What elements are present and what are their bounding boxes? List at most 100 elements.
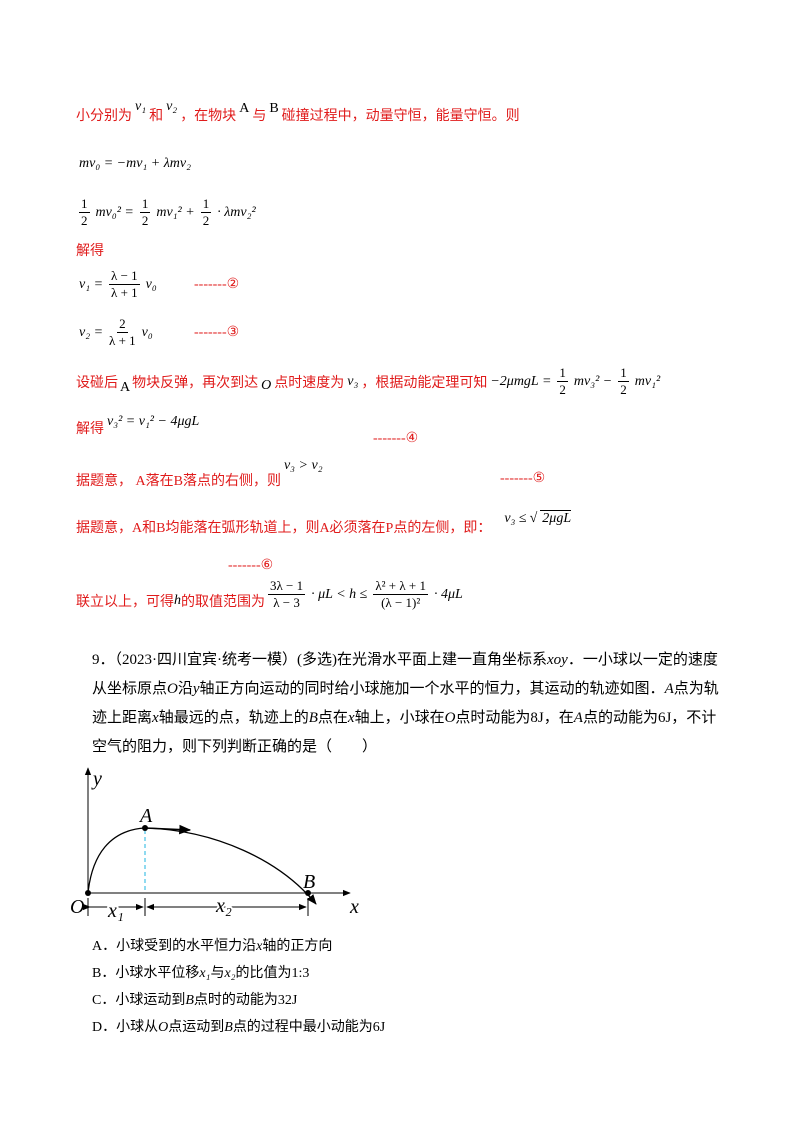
- element: 据题意， A落在B落点的右侧，则 v₃ > v₂ -------⑤: [76, 458, 545, 490]
- text: -------④: [373, 431, 419, 446]
- element: (多选)在光滑水平面上建一直角坐标系xoy．一小球以一定的速度从坐标原点O沿y轴…: [92, 652, 719, 755]
- option: A．小球受到的水平恒力沿x轴的正方向: [92, 935, 332, 955]
- text: -------②: [194, 277, 240, 292]
- element: 1: [618, 365, 629, 382]
- text: O: [167, 681, 178, 697]
- option: B．小球水平位移x₁与x₂的比值为1:3: [92, 962, 309, 982]
- text: v₂ =: [79, 324, 104, 340]
- text: 与: [252, 109, 267, 124]
- text: x₁: [199, 966, 211, 981]
- text: 和: [149, 109, 164, 124]
- text: B: [303, 871, 315, 893]
- text: y: [192, 681, 200, 697]
- text: v₀: [141, 324, 153, 340]
- text: 沿: [177, 681, 193, 697]
- text: 点为轨迹上距离: [92, 681, 719, 726]
- text: v₃ > v₂: [283, 458, 323, 473]
- text: A: [239, 101, 250, 116]
- text: v₂: [166, 99, 178, 114]
- text: B．小球水平位移: [92, 966, 200, 981]
- text: 物块反弹，再次到达: [132, 375, 259, 391]
- text: O: [70, 896, 84, 918]
- text: 小分别为: [76, 109, 132, 124]
- text: 点在: [317, 710, 348, 726]
- text: x: [256, 939, 263, 954]
- text: 轴上，小球在: [354, 710, 445, 726]
- text: A: [120, 379, 131, 395]
- element: λ² + λ + 1 (λ − 1)²: [373, 578, 429, 611]
- text: 点的动能为6J，不计空气的阻力，则下列判断正确的是（ ）: [92, 710, 717, 755]
- text: 点的过程中最小动能为6J: [232, 1020, 386, 1035]
- text: A: [664, 681, 674, 697]
- text: 9．: [92, 652, 115, 668]
- text: λ + 1: [111, 285, 138, 300]
- text: ，根据动能定理可知: [361, 375, 488, 391]
- text: x: [349, 896, 359, 918]
- text: 点时的动能为32J: [193, 993, 298, 1008]
- text: 1: [200, 196, 212, 213]
- text: h: [174, 592, 181, 608]
- text: O: [261, 377, 272, 393]
- question: 9．（2023·四川宜宾·统考一模）(多选)在光滑水平面上建一直角坐标系xoy．…: [92, 646, 722, 762]
- text: （2023·四川宜宾·统考一模）: [114, 652, 298, 668]
- element: -------⑥: [228, 557, 273, 574]
- text: · λmv₂²: [217, 204, 256, 220]
- element: 1 2 mv₀² = 1 2 mv₁² + 1 2 · λmv₂²: [76, 196, 259, 229]
- text: 2μgL: [540, 510, 572, 526]
- element: 设碰后 A 物块反弹，再次到达 O 点时速度为 v₃ ，根据动能定理可知 −2μmgL = 1…: [76, 365, 663, 398]
- text: 据题意， A落在B落点的右侧，则: [76, 474, 281, 489]
- text: x: [152, 710, 159, 726]
- element: 1: [557, 365, 568, 382]
- text: 轴最远的点，轨迹上的: [158, 710, 309, 726]
- text: B: [269, 101, 279, 116]
- text: B: [185, 993, 194, 1008]
- text: x: [347, 710, 355, 726]
- option: D．小球从O点运动到B点的过程中最小动能为6J: [92, 1016, 385, 1036]
- velocity-arrow: [144, 824, 192, 835]
- element: v₂ = 2 λ + 1 v₀ -------③: [76, 316, 239, 349]
- text: 点时动能为8J，在: [455, 710, 574, 726]
- text: mv₁² +: [156, 204, 195, 220]
- text: mv₀² =: [95, 204, 134, 220]
- text: 解得: [76, 422, 104, 437]
- option: C．小球运动到B点时的动能为32J: [92, 989, 297, 1009]
- text: v₁: [135, 99, 147, 114]
- text: · μL < h ≤: [311, 586, 368, 602]
- text: B: [308, 710, 318, 726]
- text: λ − 3: [273, 595, 300, 610]
- text: 碰撞过程中，动量守恒，能量守恒。则: [281, 109, 520, 124]
- text: mv₀ = −mv₁ + λmv₂: [79, 156, 191, 171]
- text: 点运动到: [168, 1020, 225, 1035]
- text: 的比值为1:3: [235, 966, 310, 981]
- element: mv₀ = −mv₁ + λmv₂: [76, 156, 194, 172]
- text: 2: [81, 213, 88, 228]
- text: x₁: [107, 900, 124, 922]
- intro-line: 小分别为 v₁ 和 v₂ ，在物块 A 与 B 碰撞过程中，动量守恒，能量守恒。则: [76, 99, 520, 125]
- text: mv₁²: [634, 373, 661, 389]
- text: 2: [202, 213, 210, 228]
- text: · 4μL: [434, 586, 463, 602]
- text: 3λ − 1: [268, 578, 306, 595]
- text: v₀: [145, 276, 157, 292]
- text: O: [158, 1020, 169, 1035]
- text: v₃: [347, 373, 359, 389]
- text: 1: [139, 196, 151, 213]
- text: xoy: [547, 652, 568, 668]
- text: ．一小球以一定的速度从坐标原点: [92, 652, 718, 697]
- text: (λ − 1)²: [381, 595, 421, 610]
- dimensions: [82, 898, 309, 916]
- text: 2: [117, 316, 128, 333]
- text: 的取值范围为: [181, 594, 265, 610]
- element: 据题意，A和B均能落在弧形轨道上，则A必须落在P点的左侧，即： v₃ ≤ √ 2μgL: [76, 510, 574, 537]
- text: λ + 1: [109, 333, 136, 348]
- text: λ − 1: [109, 268, 140, 285]
- element: 解得: [76, 240, 104, 260]
- text: x₂: [224, 966, 236, 981]
